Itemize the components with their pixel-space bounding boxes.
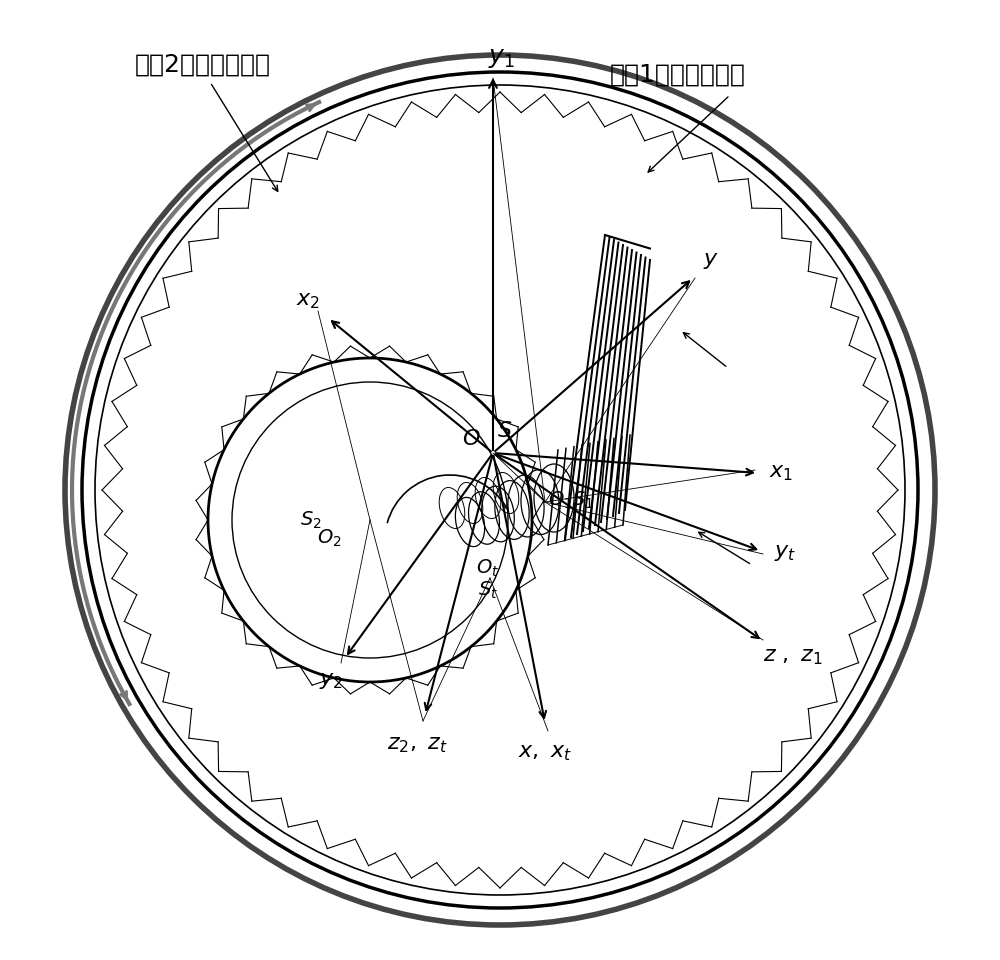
Text: $y_1$: $y_1$ — [488, 46, 514, 70]
Text: $z_2,\ z_t$: $z_2,\ z_t$ — [387, 735, 449, 755]
Text: $y_2$: $y_2$ — [319, 671, 343, 691]
Text: $S_t$: $S_t$ — [478, 579, 498, 601]
Text: $x_2$: $x_2$ — [296, 291, 320, 311]
Text: 齿轮2（珩齿砂轮）: 齿轮2（珩齿砂轮） — [135, 53, 271, 77]
Text: $S$: $S$ — [497, 421, 513, 441]
Text: $y_t$: $y_t$ — [774, 543, 796, 563]
Text: $O_t$: $O_t$ — [476, 558, 500, 579]
Text: $O_2$: $O_2$ — [317, 527, 342, 549]
Text: $y$: $y$ — [703, 251, 719, 271]
Text: $O$: $O$ — [462, 429, 480, 449]
Text: 齿轮1（内齿工件）: 齿轮1（内齿工件） — [610, 63, 746, 87]
Text: $z\ ,\ z_1$: $z\ ,\ z_1$ — [763, 647, 823, 667]
Text: $x,\ x_t$: $x,\ x_t$ — [518, 743, 572, 763]
Text: $x_1$: $x_1$ — [769, 463, 793, 483]
Text: $S_2$: $S_2$ — [300, 510, 322, 531]
Text: $O_1S_1$: $O_1S_1$ — [548, 490, 594, 511]
